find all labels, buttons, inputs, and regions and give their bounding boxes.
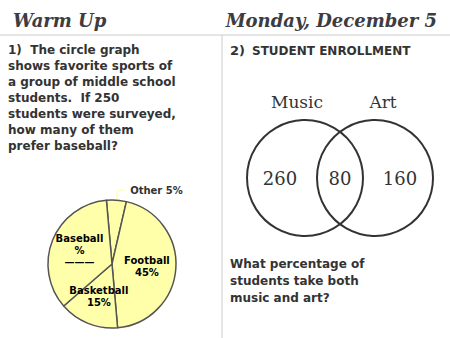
svg-text:What percentage of: What percentage of xyxy=(230,257,365,271)
svg-text:260: 260 xyxy=(263,168,297,189)
svg-text:prefer baseball?: prefer baseball? xyxy=(8,139,118,153)
svg-text:Football: Football xyxy=(124,255,170,266)
svg-text:Basketball: Basketball xyxy=(69,285,128,296)
svg-text:shows favorite sports of: shows favorite sports of xyxy=(8,59,173,73)
svg-text:Warm Up: Warm Up xyxy=(13,10,107,31)
svg-text:80: 80 xyxy=(329,168,352,189)
svg-text:1) The circle graph: 1) The circle graph xyxy=(8,43,140,57)
svg-text:160: 160 xyxy=(383,168,417,189)
svg-text:Art: Art xyxy=(368,92,396,112)
svg-text:STUDENT ENROLLMENT: STUDENT ENROLLMENT xyxy=(252,44,411,58)
svg-text:45%: 45% xyxy=(135,267,159,278)
svg-text:how many of them: how many of them xyxy=(8,123,134,137)
svg-text:Monday, December 5: Monday, December 5 xyxy=(225,10,437,31)
svg-text:a group of middle school: a group of middle school xyxy=(8,75,176,89)
svg-text:students were surveyed,: students were surveyed, xyxy=(8,107,176,121)
svg-text:music and art?: music and art? xyxy=(230,291,330,305)
svg-text:15%: 15% xyxy=(87,297,111,308)
svg-text:———: ——— xyxy=(65,257,95,268)
svg-text:%: % xyxy=(75,245,85,256)
svg-text:Baseball: Baseball xyxy=(56,233,104,244)
svg-text:students take both: students take both xyxy=(230,274,359,288)
svg-text:Music: Music xyxy=(271,92,323,112)
svg-text:students. If 250: students. If 250 xyxy=(8,91,119,105)
svg-text:Other 5%: Other 5% xyxy=(130,185,183,196)
svg-text:2): 2) xyxy=(230,43,245,58)
